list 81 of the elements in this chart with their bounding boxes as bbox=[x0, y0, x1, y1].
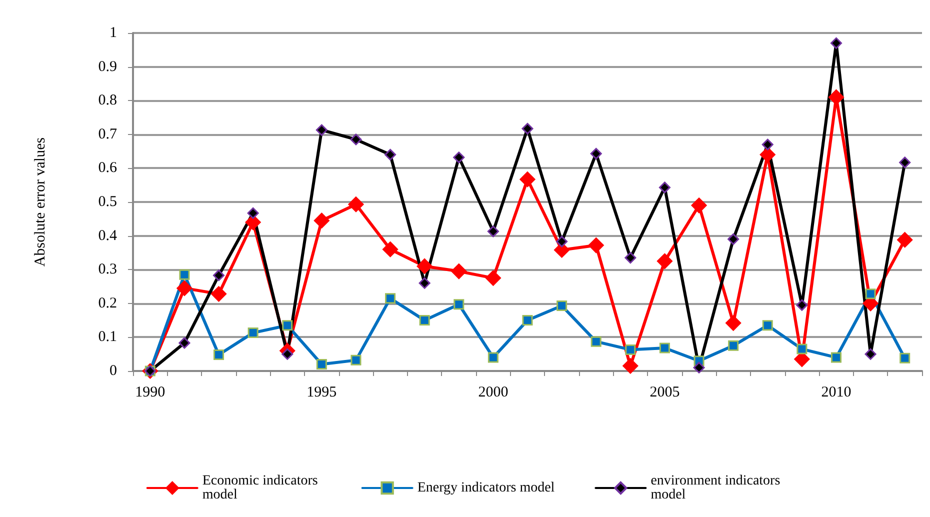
point bbox=[350, 134, 362, 146]
point bbox=[178, 337, 190, 349]
y-tick-label: 0.6 bbox=[98, 160, 118, 176]
point bbox=[796, 344, 808, 354]
point bbox=[382, 242, 398, 258]
point bbox=[830, 37, 842, 49]
point bbox=[248, 328, 258, 338]
point bbox=[522, 122, 534, 134]
point bbox=[588, 238, 604, 254]
point bbox=[416, 258, 432, 274]
point bbox=[897, 232, 913, 248]
point bbox=[762, 320, 773, 331]
x-tick-label: 2000 bbox=[478, 384, 508, 400]
point bbox=[522, 315, 533, 326]
point bbox=[760, 146, 776, 162]
point bbox=[282, 320, 293, 331]
point bbox=[659, 342, 670, 354]
point bbox=[899, 156, 911, 168]
point bbox=[282, 348, 294, 360]
x-tick-label: 2005 bbox=[650, 384, 680, 400]
point bbox=[691, 198, 707, 214]
y-tick-label: 0.5 bbox=[98, 194, 117, 210]
y-tick-label: 0 bbox=[110, 363, 117, 379]
point bbox=[728, 340, 739, 351]
point bbox=[865, 288, 876, 300]
point bbox=[656, 253, 672, 269]
point bbox=[830, 352, 842, 363]
point bbox=[213, 270, 225, 282]
point bbox=[316, 358, 327, 370]
point bbox=[419, 315, 430, 326]
y-axis-title: Absolute error values bbox=[32, 137, 48, 267]
y-tick-label: 1 bbox=[110, 25, 117, 41]
point bbox=[520, 172, 536, 188]
point bbox=[384, 148, 396, 160]
y-tick-label: 0.1 bbox=[98, 329, 117, 346]
point bbox=[590, 336, 602, 347]
point bbox=[245, 214, 261, 230]
point bbox=[316, 124, 328, 136]
point bbox=[350, 354, 362, 366]
point bbox=[658, 182, 670, 194]
legend-label: Economic indicators model bbox=[202, 474, 322, 502]
point bbox=[828, 89, 844, 105]
point bbox=[451, 264, 467, 280]
point bbox=[556, 300, 568, 312]
x-tick-label: 2010 bbox=[821, 384, 852, 400]
point bbox=[385, 293, 396, 304]
y-tick-label: 0.7 bbox=[98, 126, 118, 142]
point bbox=[762, 138, 774, 150]
y-tick-label: 0.9 bbox=[98, 58, 117, 75]
point bbox=[485, 270, 501, 286]
x-tick-label: 1995 bbox=[306, 384, 337, 400]
point bbox=[418, 277, 430, 289]
y-tick-label: 0.3 bbox=[98, 262, 117, 278]
point bbox=[179, 269, 190, 280]
y-tick-label: 0.2 bbox=[98, 295, 117, 312]
point bbox=[487, 226, 499, 238]
point bbox=[796, 299, 808, 311]
point bbox=[556, 236, 568, 248]
point bbox=[728, 233, 740, 245]
point bbox=[622, 358, 638, 374]
point bbox=[693, 362, 705, 374]
point bbox=[624, 252, 636, 264]
point bbox=[900, 352, 910, 364]
legend-label: Energy indicators model bbox=[417, 480, 555, 496]
point bbox=[625, 344, 636, 355]
point bbox=[214, 350, 224, 360]
point bbox=[176, 280, 192, 296]
point bbox=[454, 299, 464, 310]
point bbox=[488, 352, 498, 363]
point bbox=[590, 148, 602, 160]
point bbox=[348, 196, 364, 212]
y-tick-label: 0.4 bbox=[98, 228, 118, 244]
point bbox=[314, 212, 330, 228]
point bbox=[453, 152, 465, 164]
y-tick-label: 0.8 bbox=[98, 92, 117, 109]
point bbox=[864, 348, 876, 360]
legend-label: environment indicators model bbox=[650, 474, 784, 502]
x-tick-label: 1990 bbox=[135, 384, 166, 400]
point bbox=[211, 286, 227, 302]
point bbox=[726, 315, 742, 331]
point bbox=[247, 207, 259, 219]
